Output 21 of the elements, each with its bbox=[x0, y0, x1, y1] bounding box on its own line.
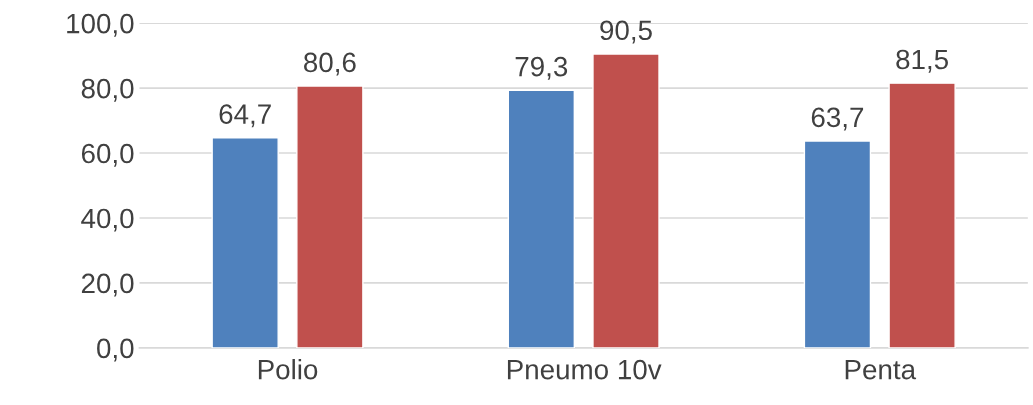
bar bbox=[296, 85, 364, 348]
x-tick-label: Penta bbox=[845, 360, 917, 380]
bar bbox=[507, 89, 576, 348]
y-tick-label: 80,0 bbox=[81, 78, 134, 102]
data-label: 81,5 bbox=[896, 49, 948, 73]
bar bbox=[803, 140, 872, 348]
bar bbox=[592, 53, 660, 348]
data-label: 63,7 bbox=[811, 107, 864, 131]
y-tick-label: 20,0 bbox=[81, 273, 134, 297]
data-label: 64,7 bbox=[219, 104, 271, 128]
data-label: 90,5 bbox=[600, 20, 652, 44]
y-tick-label: 60,0 bbox=[81, 143, 134, 167]
x-tick-label: Pneumo 10v bbox=[507, 359, 662, 380]
y-tick-label: 0,0 bbox=[97, 338, 134, 362]
data-label: 80,6 bbox=[304, 52, 356, 76]
data-label: 79,3 bbox=[515, 56, 568, 80]
bar bbox=[888, 82, 956, 348]
y-tick-label: 100,0 bbox=[67, 13, 134, 37]
y-tick-label: 40,0 bbox=[81, 208, 134, 232]
x-tick-label: Polio bbox=[258, 359, 318, 380]
bar bbox=[211, 137, 279, 348]
